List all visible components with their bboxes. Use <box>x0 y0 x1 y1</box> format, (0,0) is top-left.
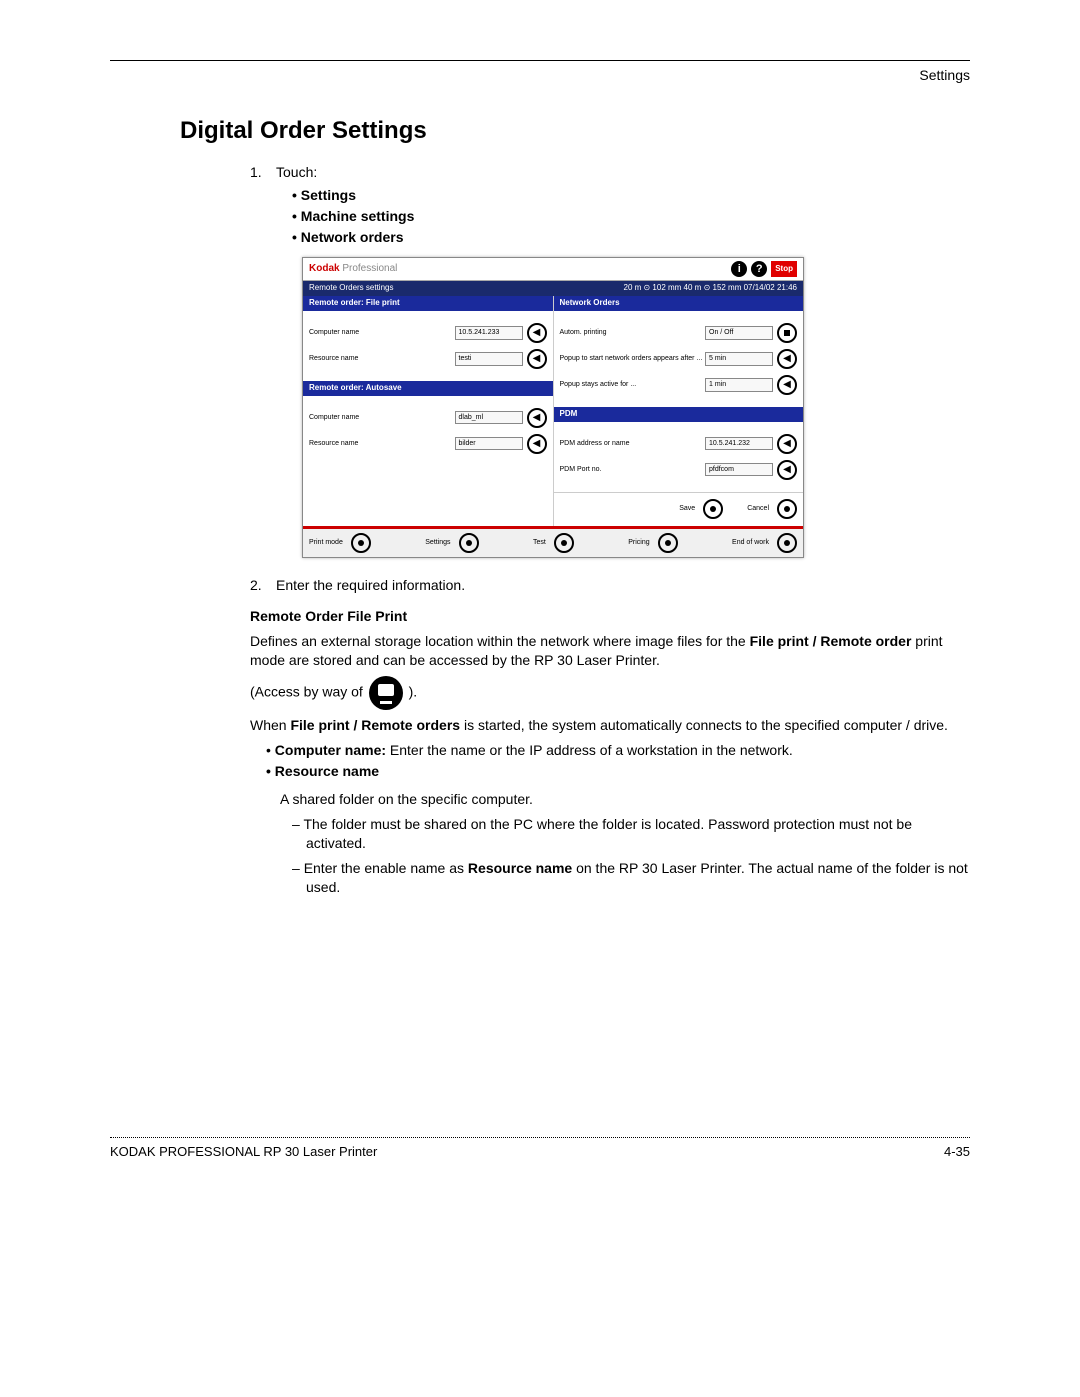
nav-button[interactable] <box>351 533 371 553</box>
field-label: Autom. printing <box>560 328 706 337</box>
text: (Access by way of <box>250 683 367 699</box>
field-label: PDM Port no. <box>560 465 706 474</box>
field-label: Resource name <box>309 439 455 448</box>
field-input[interactable]: On / Off <box>705 326 773 339</box>
text: is started, the system automatically con… <box>460 717 948 733</box>
section1-para1: Defines an external storage location wit… <box>250 632 970 670</box>
panel-pdm-head: PDM <box>554 407 804 422</box>
text: ). <box>409 683 418 699</box>
field-input[interactable]: pfdfcom <box>705 463 773 476</box>
bullet-resource-name: Resource name <box>266 762 970 781</box>
arrow-left-icon[interactable]: ◀ <box>527 434 547 454</box>
field-row: PDM Port no.pfdfcom ◀ <box>560 460 798 480</box>
arrow-left-icon[interactable]: ◀ <box>777 375 797 395</box>
touch-bullet: Settings <box>292 186 804 205</box>
nav-item[interactable]: Settings <box>425 533 478 553</box>
nav-item[interactable]: Print mode <box>309 533 371 553</box>
field-label: Computer name <box>309 328 455 337</box>
label-text: Enter the name or the IP address of a wo… <box>386 742 793 758</box>
info-icon[interactable]: i <box>731 261 747 277</box>
field-input[interactable]: dlab_ml <box>455 411 523 424</box>
computer-icon <box>369 676 403 710</box>
step2-text: Enter the required information. <box>276 576 465 595</box>
stop-button[interactable]: Stop <box>771 261 797 278</box>
header-label: Settings <box>110 67 970 83</box>
section-remote-order-file-print: Remote Order File Print <box>250 607 970 626</box>
arrow-left-icon[interactable]: ◀ <box>777 434 797 454</box>
field-input[interactable]: 10.5.241.233 <box>455 326 523 339</box>
field-row: Resource nametesti ◀ <box>309 349 547 369</box>
page-title: Digital Order Settings <box>180 117 970 145</box>
nav-button[interactable] <box>777 533 797 553</box>
field-input[interactable]: 5 min <box>705 352 773 365</box>
nav-item[interactable]: End of work <box>732 533 797 553</box>
text: Defines an external storage location wit… <box>250 633 750 649</box>
footer-right: 4-35 <box>944 1144 970 1159</box>
text-bold: File print / Remote orders <box>290 717 460 733</box>
bullet-computer-name: Computer name: Enter the name or the IP … <box>266 741 970 760</box>
panel-fileprint-head: Remote order: File print <box>303 296 553 311</box>
brand-kodak: Kodak <box>309 263 340 274</box>
cancel-label[interactable]: Cancel <box>747 504 769 513</box>
status-left: Remote Orders settings <box>309 283 393 294</box>
field-label: Computer name <box>309 413 455 422</box>
status-right: 20 m ⊙ 102 mm 40 m ⊙ 152 mm 07/14/02 21:… <box>624 283 798 294</box>
toggle-button[interactable] <box>777 323 797 343</box>
section1-para2: When File print / Remote orders is start… <box>250 716 970 735</box>
field-input[interactable]: 1 min <box>705 378 773 391</box>
panel-networkorders-head: Network Orders <box>554 296 804 311</box>
touch-bullet: Machine settings <box>292 207 804 226</box>
touch-bullet: Network orders <box>292 228 804 247</box>
cancel-button[interactable] <box>777 499 797 519</box>
nav-item[interactable]: Test <box>533 533 574 553</box>
settings-screenshot: Kodak Professional i ? Stop Remote Order… <box>302 257 804 559</box>
step1-text: Touch: <box>276 164 317 180</box>
footer-left: KODAK PROFESSIONAL RP 30 Laser Printer <box>110 1144 377 1159</box>
field-input[interactable]: bilder <box>455 437 523 450</box>
field-label: PDM address or name <box>560 439 706 448</box>
resource-name-dash2: Enter the enable name as Resource name o… <box>306 859 970 897</box>
field-label: Popup to start network orders appears af… <box>560 354 706 363</box>
field-input[interactable]: testi <box>455 352 523 365</box>
label-bold: Computer name: <box>275 742 386 758</box>
nav-button[interactable] <box>459 533 479 553</box>
touch-bullets: Settings Machine settings Network orders <box>276 186 804 247</box>
field-row: Computer name10.5.241.233 ◀ <box>309 323 547 343</box>
access-line: (Access by way of ). <box>250 676 970 710</box>
arrow-left-icon[interactable]: ◀ <box>527 349 547 369</box>
help-icon[interactable]: ? <box>751 261 767 277</box>
save-button[interactable] <box>703 499 723 519</box>
step-number: 1. <box>250 163 276 568</box>
nav-item[interactable]: Pricing <box>628 533 677 553</box>
resource-name-desc: A shared folder on the specific computer… <box>280 790 970 809</box>
field-row: PDM address or name10.5.241.232 ◀ <box>560 434 798 454</box>
arrow-left-icon[interactable]: ◀ <box>527 408 547 428</box>
content-body: 1. Touch: Settings Machine settings Netw… <box>250 163 970 897</box>
text: Enter the enable name as <box>304 860 468 876</box>
text-bold: Resource name <box>468 860 572 876</box>
arrow-left-icon[interactable]: ◀ <box>777 460 797 480</box>
nav-button[interactable] <box>658 533 678 553</box>
panel-autosave-head: Remote order: Autosave <box>303 381 553 396</box>
resource-name-dash1: The folder must be shared on the PC wher… <box>306 815 970 853</box>
field-row: Popup stays active for ...1 min ◀ <box>560 375 798 395</box>
brand-professional: Professional <box>340 263 398 274</box>
text: When <box>250 717 290 733</box>
field-row: Resource namebilder ◀ <box>309 434 547 454</box>
field-row: Autom. printingOn / Off <box>560 323 798 343</box>
field-label: Resource name <box>309 354 455 363</box>
step-number: 2. <box>250 576 276 595</box>
field-row: Computer namedlab_ml ◀ <box>309 408 547 428</box>
text-bold: File print / Remote order <box>750 633 912 649</box>
field-row: Popup to start network orders appears af… <box>560 349 798 369</box>
arrow-left-icon[interactable]: ◀ <box>527 323 547 343</box>
field-input[interactable]: 10.5.241.232 <box>705 437 773 450</box>
save-label[interactable]: Save <box>679 504 695 513</box>
nav-button[interactable] <box>554 533 574 553</box>
field-label: Popup stays active for ... <box>560 380 706 389</box>
arrow-left-icon[interactable]: ◀ <box>777 349 797 369</box>
